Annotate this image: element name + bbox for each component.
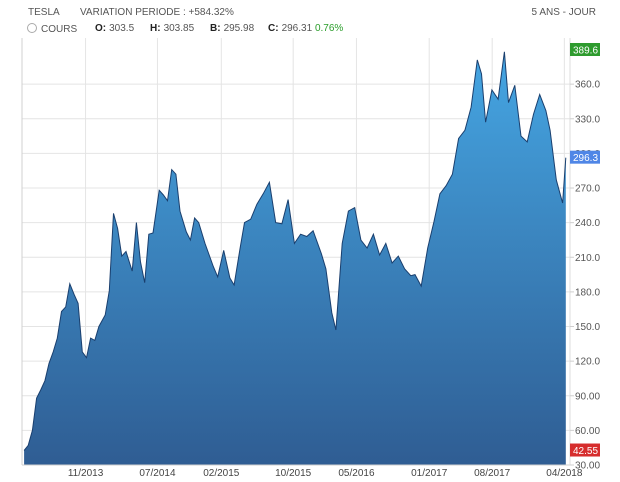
y-tick-label: 330.0	[575, 114, 600, 125]
y-tick-label: 150.0	[575, 322, 600, 333]
open-value: 303.5	[109, 23, 135, 34]
period-selector[interactable]: 5 ANS - JOUR	[531, 7, 596, 18]
open-key: O:	[95, 23, 107, 34]
current-price-badge: 296.3	[573, 153, 598, 164]
y-axis-ticks: 30.00 60.00 90.00 120.0 150.0 180.0 210.0 240.0…	[570, 80, 600, 472]
x-tick-label: 10/2015	[275, 468, 312, 479]
low-readout: B: 295.98	[210, 23, 254, 34]
x-tick-label: 02/2015	[203, 468, 240, 479]
max-price-badge-bg	[570, 43, 600, 57]
high-readout: H: 303.85	[150, 23, 194, 34]
gear-icon	[27, 23, 37, 33]
x-tick-label: 01/2017	[411, 468, 448, 479]
close-key: C:	[268, 23, 279, 34]
x-tick-label: 05/2016	[338, 468, 375, 479]
y-tick-label: 180.0	[575, 287, 600, 298]
variation-label: VARIATION PERIODE : +584.32%	[80, 7, 234, 18]
x-tick-label: 08/2017	[474, 468, 511, 479]
x-tick-label: 04/2018	[546, 468, 583, 479]
x-tick-label: 11/2013	[68, 468, 104, 479]
y-tick-label: 240.0	[575, 218, 600, 229]
y-tick-label: 90.00	[575, 391, 600, 402]
price-area	[24, 51, 566, 466]
open-readout: O: 303.5	[95, 23, 134, 34]
max-price-badge: 389.6	[573, 46, 598, 57]
y-tick-label: 30.00	[575, 461, 600, 472]
current-price-badge-bg	[570, 150, 600, 164]
price-badges: 389.6 296.3 42.55	[570, 43, 600, 457]
min-price-badge-bg	[570, 443, 600, 457]
close-value: 296.31	[281, 23, 313, 34]
y-tick-label: 210.0	[575, 253, 600, 264]
close-readout: C: 296.31 0.76%	[268, 23, 343, 34]
x-tick-label: 07/2014	[139, 468, 176, 479]
low-key: B:	[210, 23, 221, 34]
low-value: 295.98	[223, 23, 255, 34]
symbol-label: TESLA	[28, 7, 60, 18]
x-axis-ticks: 11/2013 07/2014 02/2015 10/2015 05/2016 01/20…	[68, 468, 583, 479]
y-tick-label: 60.00	[575, 426, 600, 437]
price-line	[23, 51, 567, 451]
chart-header: TESLA VARIATION PERIODE : +584.32% 5 ANS…	[0, 0, 620, 40]
high-key: H:	[150, 23, 161, 34]
close-change: 0.76%	[314, 23, 344, 34]
min-price-badge: 42.55	[573, 446, 598, 457]
series-label: COURS	[41, 24, 78, 35]
y-tick-label: 270.0	[575, 184, 600, 195]
high-value: 303.85	[163, 23, 195, 34]
series-toggle[interactable]: COURS	[27, 23, 77, 35]
y-tick-label: 120.0	[575, 357, 600, 368]
y-tick-label: 360.0	[575, 80, 600, 91]
